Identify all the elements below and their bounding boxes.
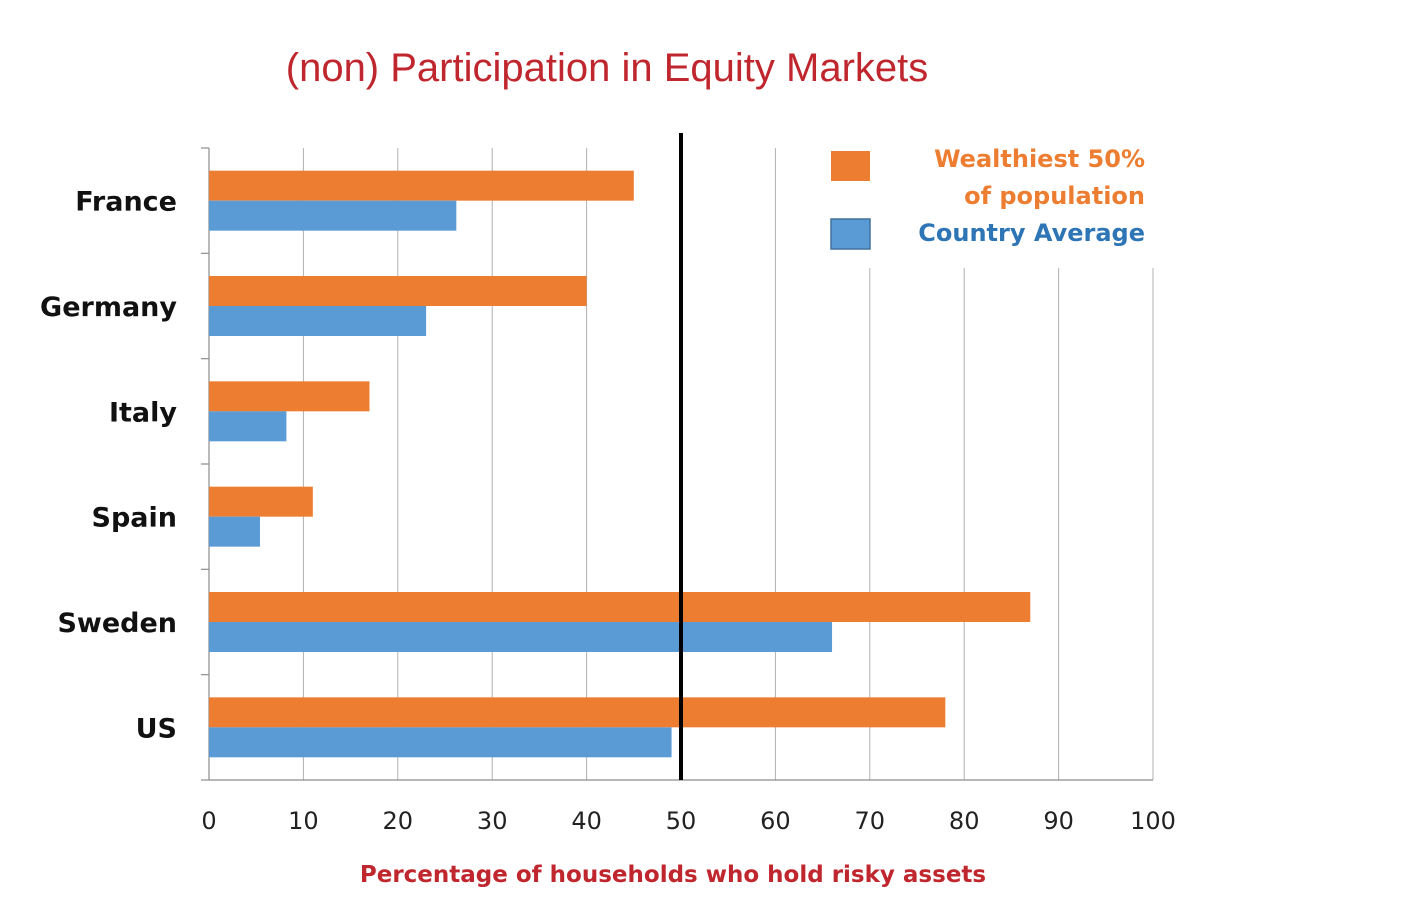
category-label-sweden: Sweden xyxy=(57,608,177,639)
x-tick-label: 90 xyxy=(1043,807,1074,835)
category-label-france: France xyxy=(75,187,177,218)
legend: Wealthiest 50% of population Country Avera… xyxy=(800,133,1160,268)
bar-wealthiest-france xyxy=(209,170,634,201)
legend-swatch-wealthiest xyxy=(831,151,870,181)
legend-label-wealthiest: Wealthiest 50% xyxy=(934,145,1145,173)
bar-country-average-sweden xyxy=(209,622,833,652)
legend-swatch-country-average xyxy=(830,218,871,250)
x-tick-label: 50 xyxy=(666,807,697,835)
chart-title: (non) Participation in Equity Markets xyxy=(286,46,929,90)
bar-wealthiest-spain xyxy=(209,486,313,517)
bar-country-average-italy xyxy=(209,411,287,442)
category-label-spain: Spain xyxy=(92,503,177,534)
x-tick-label: 80 xyxy=(949,807,980,835)
plot-area: France Germany Italy Spain Sweden US 0 10 20 30 40… xyxy=(40,133,1176,835)
x-axis-label: Percentage of households who hold risky … xyxy=(360,862,986,888)
bar-country-average-spain xyxy=(209,516,260,547)
x-tick-label: 10 xyxy=(288,807,319,835)
bar-country-average-germany xyxy=(209,306,427,336)
bar-country-average-us xyxy=(209,727,672,758)
legend-label-country-average: Country Average xyxy=(918,219,1145,247)
x-tick-label: 100 xyxy=(1130,807,1176,835)
bar-wealthiest-sweden xyxy=(209,592,1031,622)
bar-wealthiest-germany xyxy=(209,276,587,306)
category-label-germany: Germany xyxy=(40,292,177,323)
x-tick-label: 40 xyxy=(571,807,602,835)
bar-wealthiest-us xyxy=(209,697,946,728)
x-tick-label: 30 xyxy=(477,807,508,835)
x-tick-label: 0 xyxy=(201,807,216,835)
x-tick-label: 70 xyxy=(855,807,886,835)
bar-country-average-france xyxy=(209,200,457,231)
x-tick-label: 20 xyxy=(383,807,414,835)
bar-wealthiest-italy xyxy=(209,381,370,412)
category-label-italy: Italy xyxy=(109,397,177,428)
category-label-us: US xyxy=(136,713,177,744)
legend-label-wealthiest: of population xyxy=(964,182,1145,210)
x-tick-label: 60 xyxy=(760,807,791,835)
